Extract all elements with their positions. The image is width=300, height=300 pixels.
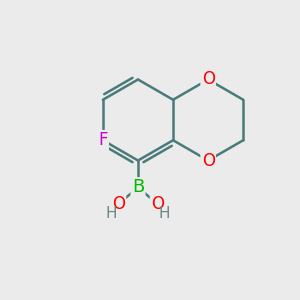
Text: F: F — [98, 131, 108, 149]
Text: O: O — [202, 152, 214, 169]
Text: H: H — [106, 206, 117, 220]
Text: O: O — [151, 195, 164, 213]
Text: B: B — [132, 178, 144, 196]
Text: O: O — [202, 70, 214, 88]
Text: O: O — [112, 195, 125, 213]
Text: H: H — [159, 206, 170, 220]
